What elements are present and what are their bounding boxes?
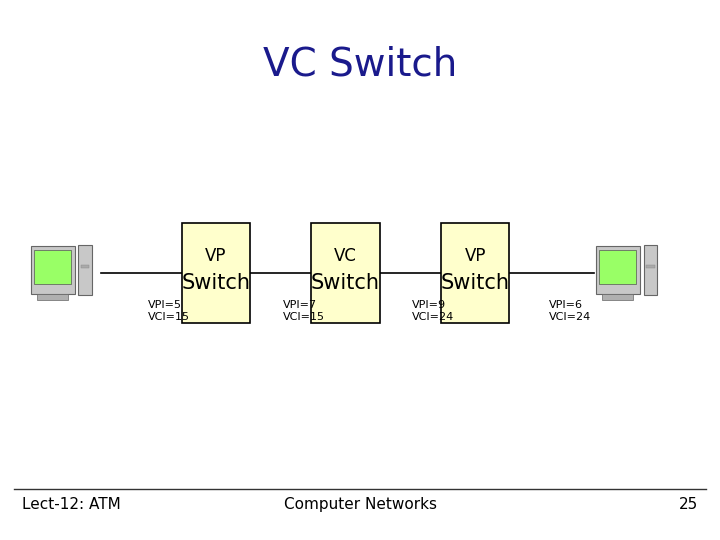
FancyBboxPatch shape [603, 294, 634, 300]
Text: VP: VP [464, 247, 486, 265]
FancyBboxPatch shape [181, 223, 251, 322]
Text: VPI=6
VCI=24: VPI=6 VCI=24 [549, 300, 591, 322]
Text: 25: 25 [679, 497, 698, 512]
Text: VPI=9
VCI=24: VPI=9 VCI=24 [412, 300, 454, 322]
FancyBboxPatch shape [596, 246, 640, 294]
FancyBboxPatch shape [34, 249, 71, 284]
FancyBboxPatch shape [599, 249, 636, 284]
Text: VPI=5
VCI=15: VPI=5 VCI=15 [148, 300, 189, 322]
FancyBboxPatch shape [31, 246, 75, 294]
Text: VPI=7
VCI=15: VPI=7 VCI=15 [283, 300, 325, 322]
Text: Switch: Switch [181, 273, 251, 293]
Text: VC Switch: VC Switch [263, 46, 457, 84]
Text: Switch: Switch [311, 273, 380, 293]
FancyBboxPatch shape [81, 265, 89, 267]
FancyBboxPatch shape [644, 245, 657, 295]
Text: VP: VP [205, 247, 227, 265]
FancyBboxPatch shape [646, 265, 654, 267]
Text: Computer Networks: Computer Networks [284, 497, 436, 512]
FancyBboxPatch shape [441, 223, 510, 322]
FancyBboxPatch shape [37, 294, 68, 300]
FancyBboxPatch shape [78, 245, 92, 295]
FancyBboxPatch shape [311, 223, 380, 322]
Text: Lect-12: ATM: Lect-12: ATM [22, 497, 120, 512]
Text: Switch: Switch [441, 273, 510, 293]
Text: VC: VC [334, 247, 357, 265]
